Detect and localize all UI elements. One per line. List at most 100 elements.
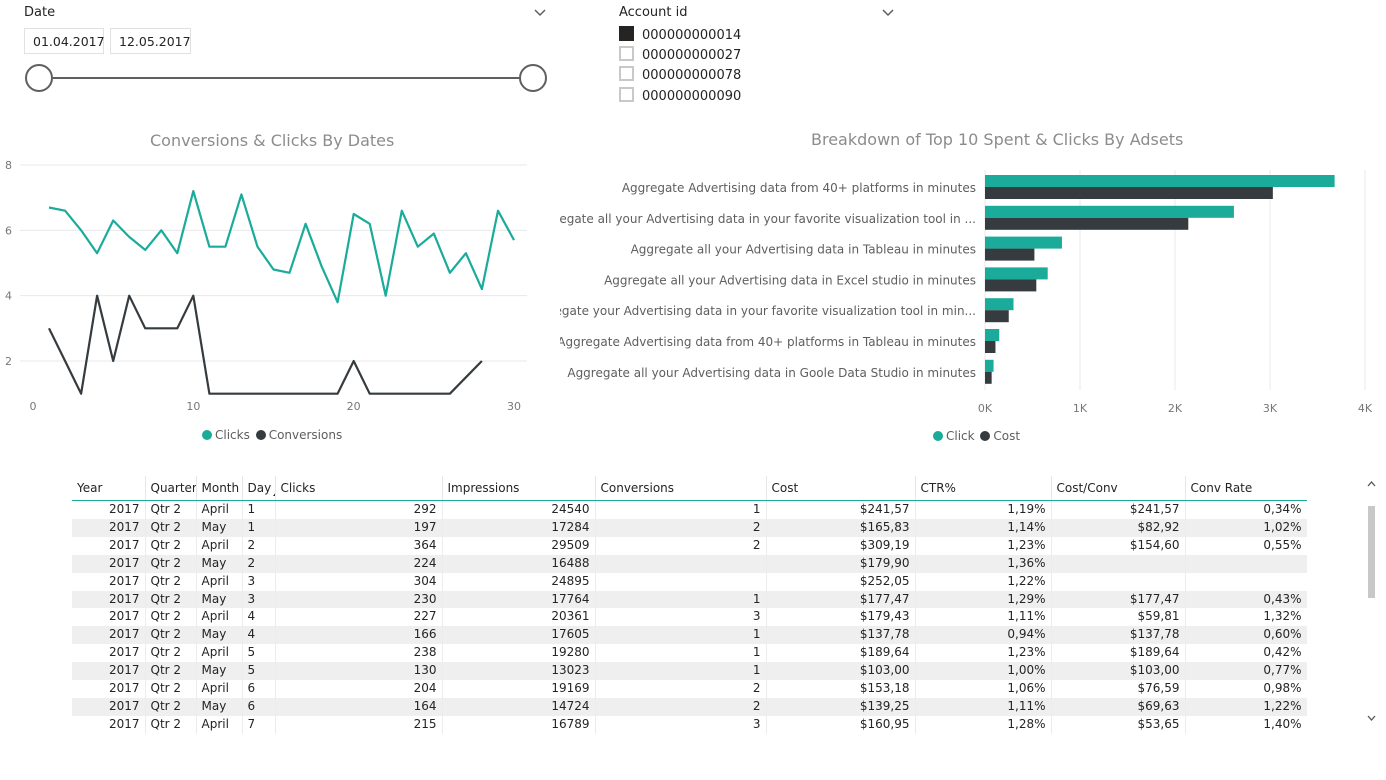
account-item[interactable]: 000000000090 — [619, 87, 741, 105]
legend-label: Click — [946, 429, 975, 443]
bar-click[interactable] — [985, 236, 1062, 249]
account-item[interactable]: 000000000027 — [619, 46, 741, 64]
table-cell: $160,95 — [766, 715, 916, 734]
category-label: Aggregate Advertising data from 40+ plat… — [622, 181, 976, 195]
table-row[interactable]: 2017 Qtr 2 April 4 227 20361 3 $179,43 1,11% $59,… — [72, 608, 1307, 627]
bar-chart: 0K 1K 2K 3K 4K Aggregate Advertising data fro… — [560, 170, 1373, 415]
column-header-label: Conversions — [600, 481, 675, 495]
bar-click[interactable] — [985, 205, 1234, 218]
date-start-handle[interactable] — [25, 64, 53, 92]
table-cell: $82,92 — [1051, 518, 1186, 537]
table-row[interactable]: 2017 Qtr 2 May 2 224 16488 $179,90 1,36% — [72, 554, 1307, 573]
column-header[interactable]: Cost/Conv — [1051, 476, 1186, 501]
checkbox-icon[interactable] — [619, 66, 634, 81]
table-cell: 204 — [275, 680, 443, 698]
checkbox-checked-icon[interactable] — [619, 26, 634, 41]
table-cell: May — [196, 518, 243, 537]
table-row[interactable]: 2017 Qtr 2 May 4 166 17605 1 $137,78 0,94% $137,7… — [72, 626, 1307, 645]
table-cell: 2 — [595, 518, 767, 537]
category-label: Aggregate all your Advertising data in E… — [604, 273, 976, 287]
series-line-clicks[interactable] — [48, 189, 515, 304]
table-row[interactable]: 2017 Qtr 2 April 2 364 29509 2 $309,19 1,23% $154… — [72, 536, 1307, 555]
table-row[interactable]: 2017 Qtr 2 May 3 230 17764 1 $177,47 1,29% $177,4… — [72, 590, 1307, 609]
chevron-down-icon[interactable] — [533, 8, 547, 18]
x-tick-label: 2K — [1168, 402, 1183, 415]
table-row[interactable]: 2017 Qtr 2 April 3 304 24895 $252,05 1,22% — [72, 572, 1307, 591]
account-item[interactable]: 000000000078 — [619, 66, 741, 84]
table-row[interactable]: 2017 Qtr 2 April 5 238 19280 1 $189,64 1,23% $189… — [72, 644, 1307, 663]
column-header[interactable]: Conv Rate — [1185, 476, 1307, 501]
table-cell: 1,36% — [915, 554, 1052, 573]
bar-cost[interactable] — [985, 279, 1037, 292]
column-header[interactable]: Month — [196, 476, 243, 501]
column-header[interactable]: Cost — [766, 476, 916, 501]
data-table: Year Quarter Month Day Clicks Impressions Conv… — [72, 476, 1307, 742]
table-cell — [595, 572, 767, 591]
date-range-track[interactable] — [37, 77, 533, 79]
bar-click[interactable] — [985, 329, 1000, 341]
column-header[interactable]: Conversions — [595, 476, 767, 501]
table-cell: 1,23% — [915, 644, 1052, 663]
table-scrollbar[interactable] — [1365, 476, 1377, 730]
table-cell: $241,57 — [1051, 500, 1186, 519]
table-cell: 0,34% — [1185, 500, 1307, 519]
bar-click[interactable] — [985, 359, 994, 372]
table-cell: $103,00 — [1051, 662, 1186, 681]
date-end-handle[interactable] — [519, 64, 547, 92]
column-header-label: Conv Rate — [1190, 481, 1253, 495]
chevron-down-icon[interactable] — [881, 8, 895, 18]
table-cell: 24895 — [442, 572, 596, 591]
column-header[interactable]: Clicks — [275, 476, 443, 501]
bar-cost[interactable] — [985, 310, 1009, 323]
table-cell: 7 — [242, 715, 276, 734]
table-cell: $179,90 — [766, 554, 916, 573]
column-header[interactable]: Impressions — [442, 476, 596, 501]
table-cell: $189,64 — [1051, 644, 1186, 663]
column-header[interactable]: Day — [242, 476, 276, 501]
scrollbar-thumb[interactable] — [1368, 506, 1375, 598]
table-cell: 17284 — [442, 518, 596, 537]
table-row[interactable]: 2017 Qtr 2 May 1 197 17284 2 $165,83 1,14% $82,92… — [72, 518, 1307, 537]
bar-cost[interactable] — [985, 217, 1189, 230]
column-header[interactable]: Quarter — [145, 476, 197, 501]
table-cell: 17605 — [442, 626, 596, 645]
column-header[interactable]: CTR% — [915, 476, 1052, 501]
checkbox-icon[interactable] — [619, 87, 634, 102]
bar-cost[interactable] — [985, 341, 996, 353]
table-cell: 2017 — [72, 590, 146, 609]
date-start-input[interactable]: 01.04.2017 — [24, 28, 105, 54]
table-cell: $139,25 — [766, 697, 916, 716]
table-cell: $179,43 — [766, 608, 916, 627]
series-line-conversions[interactable] — [48, 294, 483, 395]
table-row[interactable]: 2017 Qtr 2 April 7 215 16789 3 $160,95 1,28% $53,… — [72, 715, 1307, 734]
bar-cost[interactable] — [985, 187, 1273, 199]
table-cell: 304 — [275, 572, 443, 591]
account-item[interactable]: 000000000014 — [619, 26, 741, 44]
table-cell: 292 — [275, 500, 443, 519]
table-cell: April — [196, 500, 243, 519]
table-row[interactable]: 2017 Qtr 2 May 6 164 14724 2 $139,25 1,11% $69,63… — [72, 697, 1307, 716]
scroll-up-icon[interactable] — [1367, 480, 1376, 488]
bar-click[interactable] — [985, 267, 1048, 280]
table-cell: 2017 — [72, 715, 146, 734]
table-cell: 2 — [242, 536, 276, 555]
bar-click[interactable] — [985, 298, 1014, 311]
bar-chart-title: Breakdown of Top 10 Spent & Clicks By Ad… — [811, 130, 1184, 149]
table-row[interactable]: 2017 Qtr 2 April 1 292 24540 1 $241,57 1,19% $241… — [72, 500, 1307, 519]
checkbox-icon[interactable] — [619, 46, 634, 61]
bar-cost[interactable] — [985, 248, 1035, 261]
table-cell: $252,05 — [766, 572, 916, 591]
bar-click[interactable] — [985, 175, 1335, 187]
x-tick-label: 4K — [1358, 402, 1373, 415]
table-row[interactable]: 2017 Qtr 2 May 5 130 13023 1 $103,00 1,00% $103,0… — [72, 662, 1307, 681]
scroll-down-icon[interactable] — [1367, 714, 1376, 722]
column-header[interactable]: Year — [72, 476, 146, 501]
table-cell: 14724 — [442, 697, 596, 716]
table-row[interactable]: 2017 Qtr 2 April 6 204 19169 2 $153,18 1,06% $76,… — [72, 680, 1307, 698]
bar-cost[interactable] — [985, 371, 992, 384]
table-cell: $53,65 — [1051, 715, 1186, 734]
table-cell: 1 — [595, 662, 767, 681]
y-tick-label: 4 — [5, 290, 12, 303]
date-end-input[interactable]: 12.05.2017 — [110, 28, 191, 54]
table-cell: April — [196, 536, 243, 555]
